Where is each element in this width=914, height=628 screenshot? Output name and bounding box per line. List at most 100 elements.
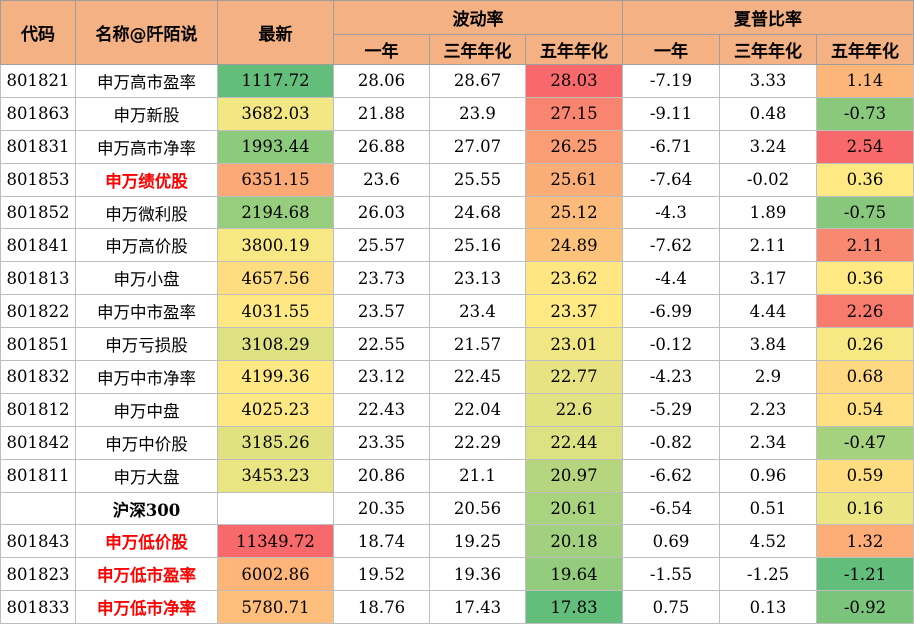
- cell-vol-1y: 25.57: [333, 228, 430, 263]
- cell-code: 801852: [0, 195, 76, 230]
- cell-sharpe-1y: -1.55: [622, 557, 721, 592]
- cell-vol-3y: 25.55: [429, 162, 526, 197]
- cell-latest: 3185.26: [217, 425, 334, 460]
- table-row: 801853 申万绩优股 6351.15 23.6 25.55 25.61 -7.64 -0.…: [0, 162, 914, 197]
- cell-vol-1y: 23.57: [333, 294, 430, 329]
- cell-vol-5y: 22.77: [524, 360, 624, 394]
- cell-sharpe-1y: 0.75: [622, 590, 721, 625]
- cell-vol-5y: 22.6: [524, 392, 624, 427]
- cell-sharpe-1y: -5.29: [622, 392, 721, 427]
- cell-name: 申万高市盈率: [75, 64, 218, 98]
- cell-code: [0, 491, 76, 526]
- header-vol-5y: 五年年化: [524, 34, 624, 65]
- cell-vol-5y: 22.44: [524, 425, 624, 460]
- cell-latest: 4199.36: [217, 360, 334, 394]
- table-row: 801863 申万新股 3682.03 21.88 23.9 27.15 -9.11 0.48…: [0, 96, 914, 131]
- cell-code: 801813: [0, 261, 76, 296]
- cell-name: 申万中价股: [75, 425, 218, 460]
- cell-sharpe-5y: 0.54: [816, 392, 914, 427]
- cell-vol-1y: 21.88: [333, 96, 430, 131]
- cell-vol-1y: 19.52: [333, 557, 430, 592]
- header-volatility: 波动率: [332, 0, 624, 35]
- cell-vol-5y: 25.12: [524, 195, 624, 230]
- table-row: 801833 申万低市净率 5780.71 18.76 17.43 17.83 0.75 0.…: [0, 590, 914, 625]
- cell-name: 申万小盘: [75, 261, 218, 296]
- cell-code: 801821: [0, 64, 76, 98]
- table-row: 801812 申万中盘 4025.23 22.43 22.04 22.6 -5.29 2.23…: [0, 392, 914, 427]
- cell-sharpe-5y: 2.26: [816, 294, 914, 329]
- cell-name: 申万中市盈率: [75, 294, 218, 329]
- cell-vol-3y: 22.45: [429, 360, 526, 394]
- table-row: 801851 申万亏损股 3108.29 22.55 21.57 23.01 -0.12 3.…: [0, 327, 914, 362]
- cell-code: 801853: [0, 162, 76, 197]
- header-sharpe: 夏普比率: [622, 0, 914, 35]
- cell-name: 申万中市净率: [75, 360, 218, 394]
- cell-sharpe-1y: -7.64: [622, 162, 721, 197]
- cell-latest: 3108.29: [217, 327, 334, 362]
- cell-vol-3y: 19.25: [429, 524, 526, 559]
- cell-sharpe-5y: -0.47: [816, 425, 914, 460]
- cell-sharpe-5y: -0.73: [816, 96, 914, 131]
- cell-vol-1y: 22.55: [333, 327, 430, 362]
- cell-vol-3y: 28.67: [429, 64, 526, 98]
- cell-code: 801832: [0, 360, 76, 394]
- header-sharpe-1y: 一年: [622, 34, 721, 65]
- cell-latest: 3453.23: [217, 458, 334, 493]
- cell-latest: 4025.23: [217, 392, 334, 427]
- cell-vol-1y: 23.6: [333, 162, 430, 197]
- cell-name: 申万低市净率: [75, 590, 218, 625]
- cell-vol-5y: 25.61: [524, 162, 624, 197]
- cell-code: 801841: [0, 228, 76, 263]
- header-vol-3y: 三年年化: [429, 34, 526, 65]
- header-code: 代码: [0, 0, 76, 65]
- cell-name: 申万高价股: [75, 228, 218, 263]
- cell-vol-1y: 28.06: [333, 64, 430, 98]
- cell-name: 申万微利股: [75, 195, 218, 230]
- cell-latest: 11349.72: [217, 524, 334, 559]
- cell-name: 沪深300: [75, 491, 218, 526]
- header-vol-1y: 一年: [333, 34, 430, 65]
- cell-sharpe-5y: 1.32: [816, 524, 914, 559]
- cell-code: 801863: [0, 96, 76, 131]
- cell-sharpe-3y: 2.23: [719, 392, 818, 427]
- cell-sharpe-5y: -1.21: [816, 557, 914, 592]
- cell-sharpe-5y: 2.11: [816, 228, 914, 263]
- header-sharpe-5y: 五年年化: [816, 34, 914, 65]
- cell-sharpe-3y: 3.24: [719, 129, 818, 164]
- cell-vol-3y: 21.1: [429, 458, 526, 493]
- cell-name: 申万高市净率: [75, 129, 218, 164]
- cell-latest: 4031.55: [217, 294, 334, 329]
- cell-vol-3y: 22.04: [429, 392, 526, 427]
- cell-code: 801812: [0, 392, 76, 427]
- cell-latest: 3682.03: [217, 96, 334, 131]
- cell-latest: 6002.86: [217, 557, 334, 592]
- cell-sharpe-5y: 1.14: [816, 64, 914, 98]
- cell-vol-3y: 23.13: [429, 261, 526, 296]
- cell-vol-1y: 18.76: [333, 590, 430, 625]
- cell-sharpe-5y: -0.75: [816, 195, 914, 230]
- cell-vol-5y: 20.61: [524, 491, 624, 526]
- cell-latest: 1993.44: [217, 129, 334, 164]
- cell-vol-5y: 28.03: [524, 64, 624, 98]
- cell-code: 801831: [0, 129, 76, 164]
- table-header: 代码 名称@阡陌说 最新 波动率 夏普比率 一年 三年年化 五年年化 一年 三年…: [0, 0, 914, 65]
- cell-sharpe-5y: -0.92: [816, 590, 914, 625]
- cell-sharpe-1y: -0.12: [622, 327, 721, 362]
- cell-latest: 4657.56: [217, 261, 334, 296]
- cell-vol-3y: 23.4: [429, 294, 526, 329]
- cell-vol-1y: 20.35: [333, 491, 430, 526]
- header-name: 名称@阡陌说: [75, 0, 218, 65]
- table-row: 801843 申万低价股 11349.72 18.74 19.25 20.18 0.69 4.…: [0, 524, 914, 559]
- table-row: 801842 申万中价股 3185.26 23.35 22.29 22.44 -0.82 2.…: [0, 425, 914, 460]
- cell-sharpe-3y: 2.34: [719, 425, 818, 460]
- table-row: 801811 申万大盘 3453.23 20.86 21.1 20.97 -6.62 0.96…: [0, 458, 914, 493]
- cell-sharpe-1y: -6.54: [622, 491, 721, 526]
- table-row: 801852 申万微利股 2194.68 26.03 24.68 25.12 -4.3 1.8…: [0, 195, 914, 230]
- cell-sharpe-3y: 0.96: [719, 458, 818, 493]
- cell-vol-5y: 24.89: [524, 228, 624, 263]
- cell-sharpe-3y: 0.48: [719, 96, 818, 131]
- cell-sharpe-3y: 3.17: [719, 261, 818, 296]
- cell-sharpe-5y: 0.36: [816, 162, 914, 197]
- cell-vol-3y: 17.43: [429, 590, 526, 625]
